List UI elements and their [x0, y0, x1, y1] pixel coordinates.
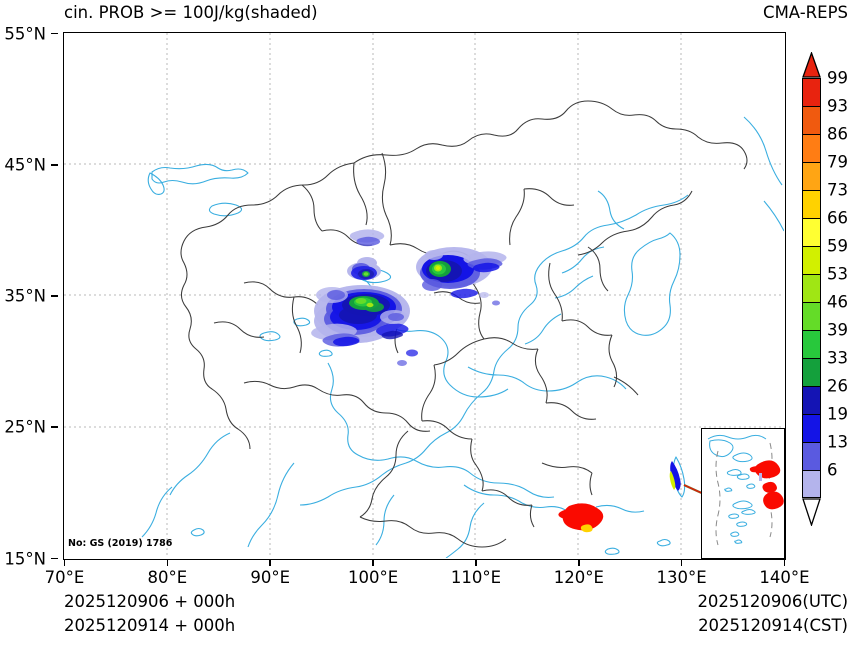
- y-axis-tick-label: 45°N: [4, 155, 46, 175]
- x-axis-tick: [577, 559, 580, 566]
- colorbar-segment: [802, 414, 821, 442]
- x-axis-tick: [783, 559, 786, 566]
- colorbar-segment: [802, 470, 821, 498]
- footer-init-time-utc: 2025120906 + 000h: [64, 592, 236, 611]
- probability-shading-layer: [311, 229, 747, 533]
- colorbar-tick-label: 53: [827, 264, 848, 284]
- colorbar-segment: [802, 358, 821, 386]
- border-layer: [180, 100, 748, 548]
- colorbar-segment: [802, 274, 821, 302]
- colorbar-tick-label: 99: [827, 68, 848, 88]
- colorbar-tick-label: 13: [827, 432, 848, 452]
- colorbar-segment: [802, 78, 821, 106]
- south-china-sea-inset[interactable]: [701, 428, 785, 559]
- y-axis-tick: [51, 426, 58, 429]
- colorbar-arrow-bottom: [802, 498, 821, 526]
- inset-shading: [749, 460, 784, 510]
- colorbar-segment: [802, 162, 821, 190]
- y-axis-tick-label: 15°N: [4, 549, 46, 568]
- x-axis-tick-label: 70°E: [44, 568, 85, 587]
- gridlines: [64, 33, 784, 558]
- map-canvas: [64, 33, 784, 558]
- colorbar-tick-label: 86: [827, 124, 848, 144]
- colorbar-tick-label: 39: [827, 320, 848, 340]
- map-plot-area[interactable]: No: GS (2019) 1786: [63, 32, 786, 560]
- inset-canvas: [707, 434, 784, 546]
- map-credit-label: No: GS (2019) 1786: [68, 538, 173, 549]
- x-axis-tick: [475, 559, 477, 566]
- x-axis-tick: [680, 559, 683, 566]
- x-axis-tick: [166, 559, 169, 566]
- x-axis-tick: [63, 559, 66, 566]
- chart-title: cin. PROB >= 100J/kg(shaded): [64, 3, 318, 22]
- colorbar-segment: [802, 246, 821, 274]
- colorbar-tick-label: 66: [827, 208, 848, 228]
- colorbar-segment: [802, 330, 821, 358]
- y-axis-tick: [51, 163, 58, 166]
- colorbar-segment: [802, 218, 821, 246]
- colorbar[interactable]: 6 13 19 26 33 39 46 53 59 66 73 79 86 93 99: [802, 52, 848, 526]
- y-axis-tick-label: 35°N: [4, 286, 46, 306]
- footer-init-time-cst: 2025120914 + 000h: [64, 616, 236, 635]
- x-axis-tick-label: 100°E: [347, 568, 399, 587]
- y-axis-tick: [51, 557, 58, 560]
- footer-valid-time-utc: 2025120906(UTC): [697, 592, 848, 611]
- colorbar-arrow-top: [802, 52, 821, 78]
- x-axis-labels: 70°E 80°E 90°E 100°E 110°E 120°E 130°E 140°E: [45, 559, 810, 590]
- colorbar-segment: [802, 302, 821, 330]
- colorbar-segment: [802, 442, 821, 470]
- colorbar-segment: [802, 386, 821, 414]
- colorbar-tick-label: 6: [827, 460, 838, 480]
- coastline-layer: [141, 116, 784, 558]
- x-axis-tick: [372, 559, 374, 566]
- colorbar-tick-label: 73: [827, 180, 848, 200]
- colorbar-segment: [802, 190, 821, 218]
- y-axis-tick: [51, 32, 58, 35]
- y-axis-tick: [51, 295, 58, 297]
- y-axis-labels: 55°N 45°N 35°N 25°N 15°N: [0, 24, 58, 568]
- colorbar-segment: [802, 106, 821, 134]
- y-axis-tick-label: 25°N: [4, 417, 46, 437]
- colorbar-segment: [802, 134, 821, 162]
- colorbar-tick-label: 93: [827, 96, 848, 116]
- x-axis-tick-label: 110°E: [450, 568, 502, 587]
- x-axis-tick-label: 90°E: [250, 568, 291, 587]
- colorbar-tick-label: 59: [827, 236, 848, 256]
- x-axis-tick-label: 130°E: [656, 568, 707, 587]
- model-label: CMA-REPS: [763, 3, 848, 22]
- colorbar-tick-label: 79: [827, 152, 848, 172]
- colorbar-tick-label: 33: [827, 348, 848, 368]
- x-axis-tick-label: 80°E: [147, 568, 188, 587]
- x-axis-tick: [269, 559, 271, 566]
- x-axis-tick-label: 120°E: [553, 568, 604, 587]
- y-axis-tick-label: 55°N: [4, 24, 46, 43]
- footer-valid-time-cst: 2025120914(CST): [698, 616, 848, 635]
- colorbar-tick-label: 19: [827, 404, 848, 424]
- colorbar-tick-label: 26: [827, 376, 848, 396]
- colorbar-tick-label: 46: [827, 292, 848, 312]
- x-axis-tick-label: 140°E: [759, 568, 810, 587]
